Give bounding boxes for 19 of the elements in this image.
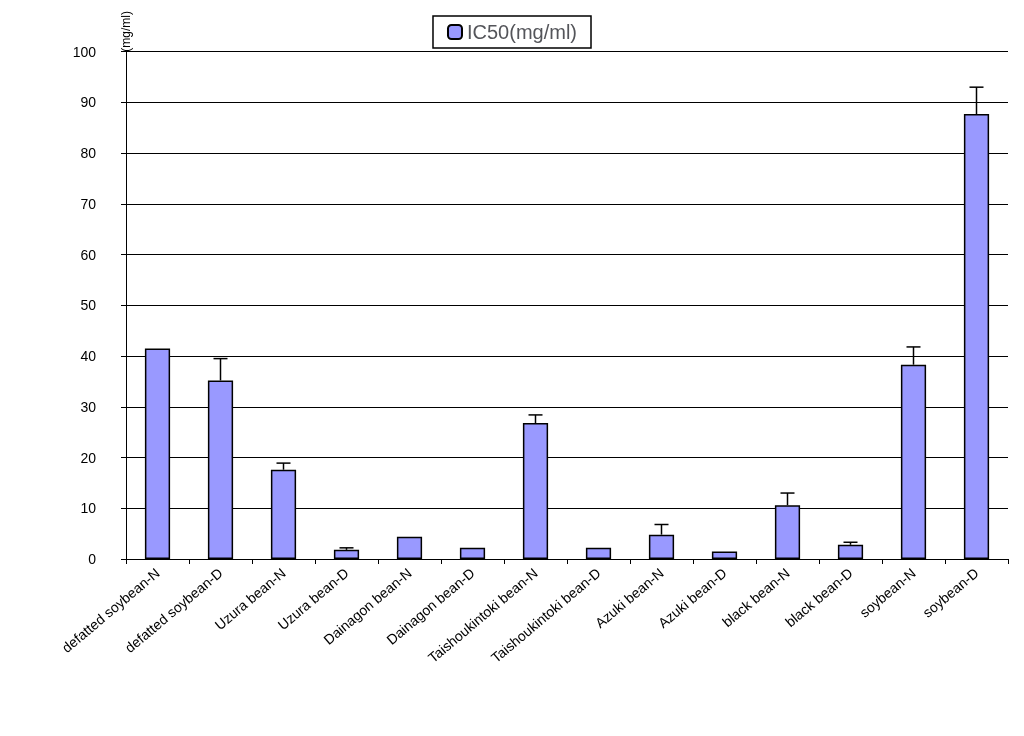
bar xyxy=(459,547,486,559)
y-tick-label: 10 xyxy=(80,500,97,517)
bar xyxy=(837,544,864,559)
y-tick-label: 100 xyxy=(72,43,97,60)
bar xyxy=(585,547,612,559)
bar xyxy=(711,551,738,559)
y-tick-label: 40 xyxy=(80,348,97,365)
bar xyxy=(396,536,423,559)
bar xyxy=(333,549,360,559)
legend-label: IC50(mg/ml) xyxy=(467,21,578,43)
y-tick-label: 50 xyxy=(80,297,97,314)
y-tick-label: 30 xyxy=(80,398,97,415)
y-tick-label: 20 xyxy=(80,449,97,466)
y-tick-label: 60 xyxy=(80,246,97,263)
y-tick-label: 80 xyxy=(80,145,97,162)
y-axis-title: (mg/ml) xyxy=(119,10,133,52)
y-tick-label: 0 xyxy=(88,551,97,567)
y-tick-label: 70 xyxy=(80,195,97,212)
y-tick-label: 90 xyxy=(80,94,97,111)
